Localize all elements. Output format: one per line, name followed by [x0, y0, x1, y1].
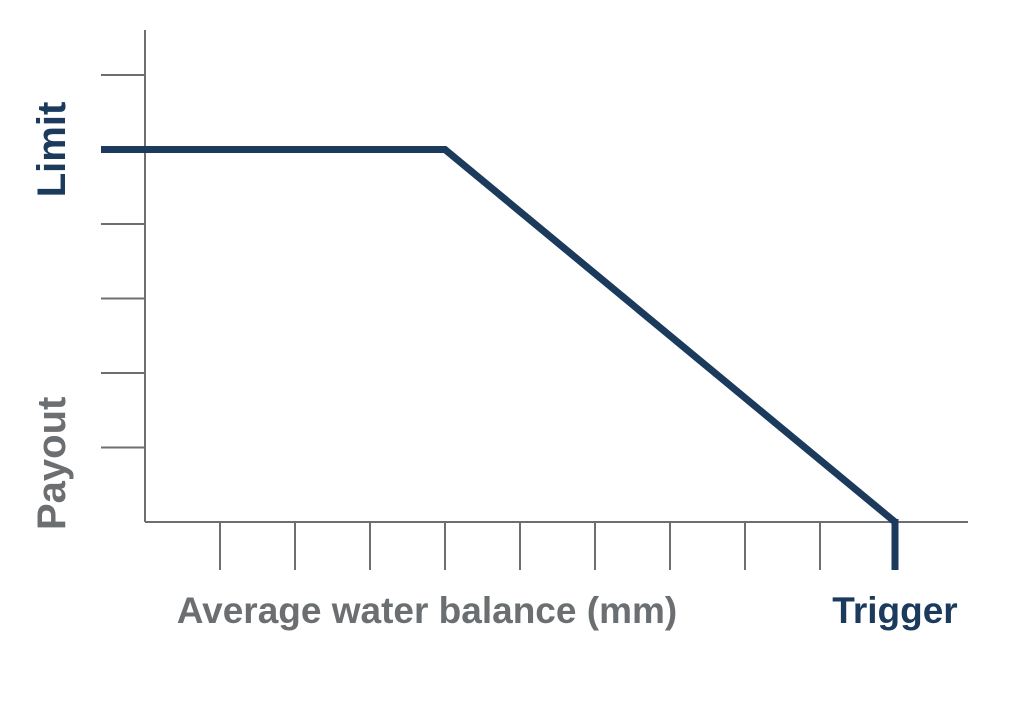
- y-axis-label: Payout: [30, 397, 74, 530]
- payout-series-line: [101, 146, 898, 525]
- limit-label: Limit: [30, 102, 74, 198]
- x-axis-label: Average water balance (mm): [177, 590, 677, 631]
- trigger-label: Trigger: [832, 590, 957, 631]
